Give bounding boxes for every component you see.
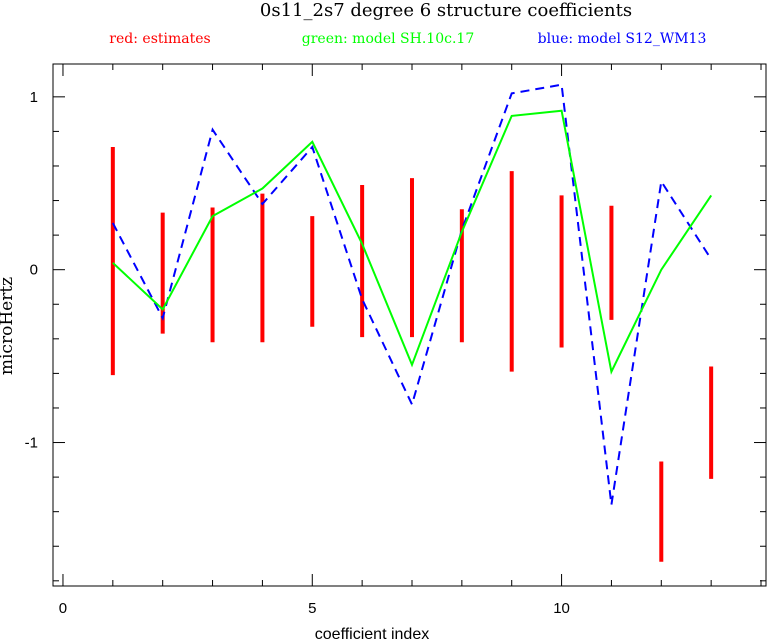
plot-frame xyxy=(52,63,767,587)
y-axis-label: microHertz xyxy=(0,277,17,375)
x-tick-label: 5 xyxy=(308,600,316,617)
y-tick-label: -1 xyxy=(25,435,38,452)
y-tick-label: 1 xyxy=(30,89,38,106)
chart-title: 0s11_2s7 degree 6 structure coefficients xyxy=(260,0,632,21)
x-axis-label: coefficient index xyxy=(315,626,429,641)
legend-model-s12wm13: blue: model S12_WM13 xyxy=(538,31,707,47)
estimate-bars xyxy=(110,146,714,562)
y-tick-label: 0 xyxy=(30,262,38,279)
model-lines xyxy=(111,83,713,505)
series-line-sh10c17 xyxy=(112,109,713,375)
x-tick-label: 10 xyxy=(553,600,570,617)
axis-tick-labels: 0 5 10 -1 0 1 xyxy=(25,89,570,617)
legend-model-sh10c17: green: model SH.10c.17 xyxy=(302,31,474,47)
axis-ticks xyxy=(53,64,766,586)
legend-estimates: red: estimates xyxy=(109,31,210,47)
series-line-s12wm13 xyxy=(111,83,713,505)
x-tick-label: 0 xyxy=(59,600,67,617)
